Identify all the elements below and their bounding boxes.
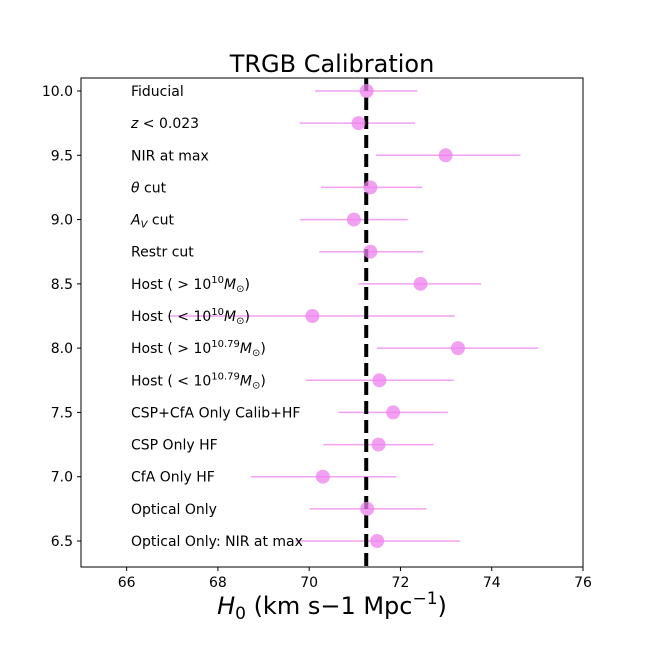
- data-point: [386, 405, 401, 420]
- x-tick-label: 72: [392, 575, 410, 591]
- data-point: [346, 212, 361, 227]
- row-label: Host ( < 1010M⊙): [131, 307, 250, 327]
- data-point: [359, 84, 374, 98]
- x-tick-label: 70: [300, 575, 318, 591]
- y-tick-label: 8.5: [51, 277, 73, 293]
- data-point: [315, 469, 330, 484]
- row-label: Host ( > 1010.79M⊙): [131, 339, 266, 359]
- row-label: z < 0.023: [130, 116, 199, 132]
- data-point: [360, 501, 375, 516]
- row-label: NIR at max: [131, 148, 209, 164]
- row-label: θ cut: [131, 180, 167, 196]
- data-point: [363, 180, 378, 195]
- data-point: [372, 373, 387, 388]
- row-label: Restr cut: [131, 245, 194, 261]
- plot-frame: [80, 77, 584, 568]
- x-tick-label: 68: [209, 575, 227, 591]
- row-label: CSP Only HF: [131, 438, 218, 454]
- row-label: Optical Only: [131, 502, 217, 518]
- data-point: [370, 534, 385, 548]
- data-point: [351, 116, 366, 131]
- row-label: CfA Only HF: [131, 470, 215, 486]
- x-tick-label: 66: [118, 575, 136, 591]
- data-point: [450, 341, 465, 356]
- y-tick-label: 7.5: [51, 405, 73, 421]
- y-tick-label: 8.0: [51, 341, 73, 357]
- y-tick-label: 9.0: [51, 213, 73, 229]
- y-tick-label: 10.0: [42, 84, 73, 100]
- row-label: Host ( > 1010M⊙): [131, 275, 250, 295]
- x-tick-label: 76: [574, 575, 592, 591]
- data-point: [371, 437, 386, 452]
- row-label: CSP+CfA Only Calib+HF: [131, 405, 300, 421]
- data-point: [413, 276, 428, 291]
- y-tick-label: 9.5: [51, 148, 73, 164]
- plot-area: 66 68 70 72 74 76 6.5 7.0 7.5 8.0 8.5 9.0 9.5 10.0 Fid…: [42, 77, 592, 591]
- x-tick-label: 74: [483, 575, 501, 591]
- data-point: [305, 309, 320, 323]
- chart-title: TRGB Calibration: [229, 50, 435, 78]
- x-axis-label: H0 (km s−1 Mpc−1): [217, 589, 447, 624]
- row-label: Optical Only: NIR at max: [131, 534, 303, 550]
- row-label: Fiducial: [131, 84, 184, 100]
- row-label: AV cut: [130, 213, 174, 231]
- row-label: Host ( < 1010.79M⊙): [131, 371, 266, 391]
- data-point: [438, 148, 453, 163]
- data-point: [363, 244, 378, 259]
- y-tick-label: 7.0: [51, 470, 73, 486]
- y-tick-label: 6.5: [51, 534, 73, 550]
